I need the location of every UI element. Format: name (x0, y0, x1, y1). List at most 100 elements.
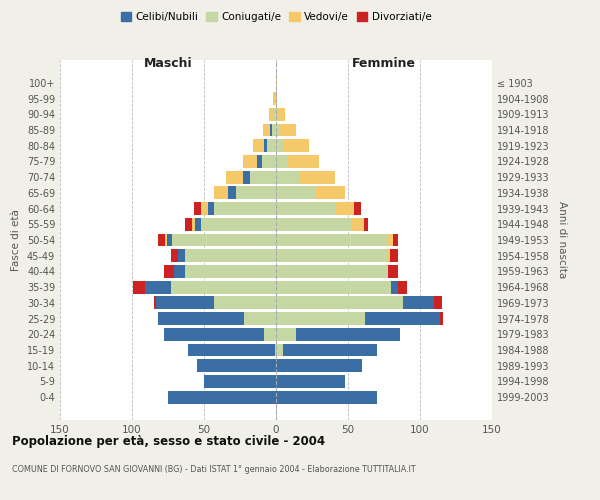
Bar (388, 234, 392, 246)
Bar (276, 390, 377, 404)
Bar (268, 139, 276, 152)
Bar (194, 202, 201, 215)
Bar (165, 234, 167, 246)
Bar (201, 218, 276, 230)
Bar (276, 202, 337, 215)
Bar (279, 124, 296, 136)
Bar (276, 265, 388, 278)
Bar (171, 280, 276, 293)
Bar (276, 234, 388, 246)
Bar (434, 296, 442, 310)
Bar (193, 218, 196, 230)
Text: Femmine: Femmine (352, 57, 416, 70)
Bar (275, 344, 276, 356)
Bar (171, 250, 178, 262)
Bar (276, 328, 296, 341)
Bar (275, 92, 276, 105)
Bar (174, 265, 185, 278)
Bar (398, 280, 407, 293)
Bar (296, 328, 400, 341)
Bar (204, 375, 276, 388)
Bar (164, 265, 174, 278)
Y-axis label: Fasce di età: Fasce di età (11, 209, 21, 271)
Bar (354, 202, 361, 215)
Text: Maschi: Maschi (143, 57, 193, 70)
Y-axis label: Anni di nascita: Anni di nascita (557, 202, 566, 278)
Bar (388, 265, 398, 278)
Bar (391, 280, 398, 293)
Bar (257, 155, 262, 168)
Bar (188, 344, 275, 356)
Bar (273, 92, 275, 105)
Bar (157, 296, 214, 310)
Bar (269, 108, 273, 120)
Bar (168, 390, 276, 404)
Bar (365, 312, 440, 325)
Bar (316, 186, 345, 200)
Bar (226, 170, 243, 183)
Bar (270, 124, 272, 136)
Bar (403, 296, 434, 310)
Bar (158, 312, 244, 325)
Bar (276, 155, 287, 168)
Bar (253, 139, 265, 152)
Bar (276, 92, 277, 105)
Bar (276, 124, 279, 136)
Text: COMUNE DI FORNOVO SAN GIOVANNI (BG) - Dati ISTAT 1° gennaio 2004 - Elaborazione : COMUNE DI FORNOVO SAN GIOVANNI (BG) - Da… (12, 465, 416, 474)
Bar (243, 155, 257, 168)
Bar (283, 139, 309, 152)
Bar (276, 170, 299, 183)
Bar (250, 170, 276, 183)
Bar (167, 234, 172, 246)
Bar (276, 139, 283, 152)
Bar (214, 296, 276, 310)
Bar (185, 218, 193, 230)
Bar (277, 108, 284, 120)
Bar (178, 250, 185, 262)
Bar (287, 155, 319, 168)
Bar (197, 360, 276, 372)
Bar (352, 218, 364, 230)
Bar (158, 234, 165, 246)
Bar (272, 124, 276, 136)
Bar (276, 108, 277, 120)
Bar (145, 280, 171, 293)
Bar (392, 234, 398, 246)
Bar (214, 186, 229, 200)
Bar (214, 202, 276, 215)
Legend: Celibi/Nubili, Coniugati/e, Vedovi/e, Divorziati/e: Celibi/Nubili, Coniugati/e, Vedovi/e, Di… (116, 8, 436, 26)
Bar (390, 250, 398, 262)
Bar (265, 139, 268, 152)
Bar (273, 108, 276, 120)
Bar (243, 170, 250, 183)
Bar (185, 250, 276, 262)
Bar (337, 202, 354, 215)
Bar (440, 312, 443, 325)
Bar (196, 218, 201, 230)
Bar (154, 296, 157, 310)
Bar (276, 250, 388, 262)
Bar (172, 234, 276, 246)
Bar (164, 328, 265, 341)
Bar (283, 344, 377, 356)
Bar (263, 124, 270, 136)
Bar (299, 170, 335, 183)
Bar (262, 155, 276, 168)
Bar (276, 280, 391, 293)
Bar (229, 186, 236, 200)
Bar (201, 202, 208, 215)
Bar (388, 250, 390, 262)
Bar (236, 186, 276, 200)
Bar (276, 218, 352, 230)
Bar (244, 312, 276, 325)
Bar (364, 218, 368, 230)
Bar (276, 312, 365, 325)
Bar (276, 375, 345, 388)
Bar (185, 265, 276, 278)
Bar (276, 360, 362, 372)
Bar (208, 202, 214, 215)
Bar (276, 76, 277, 90)
Bar (276, 296, 403, 310)
Text: Popolazione per età, sesso e stato civile - 2004: Popolazione per età, sesso e stato civil… (12, 435, 325, 448)
Bar (133, 280, 145, 293)
